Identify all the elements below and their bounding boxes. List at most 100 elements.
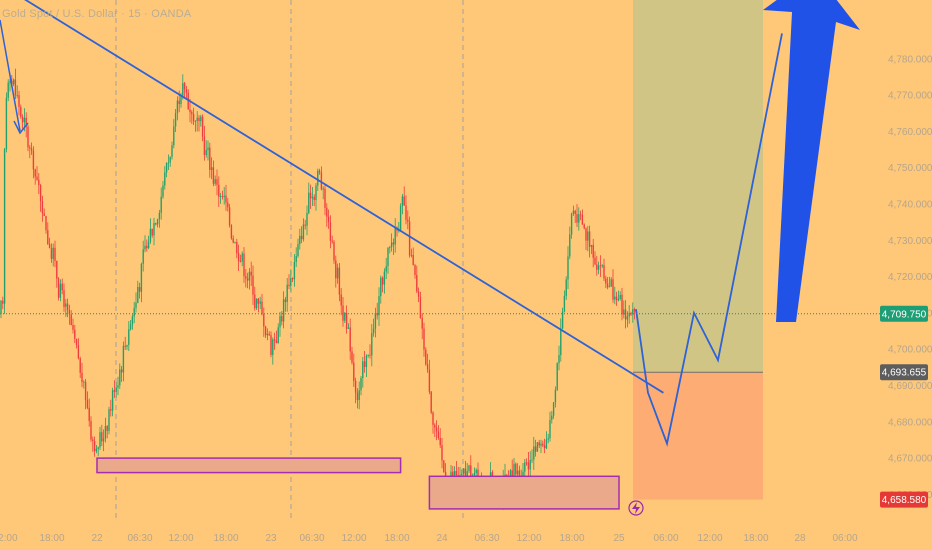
candle bbox=[255, 298, 258, 310]
candle-body bbox=[147, 241, 150, 249]
candle-body bbox=[430, 391, 432, 413]
candle-body bbox=[74, 329, 76, 339]
candle-body bbox=[547, 438, 549, 440]
candle-body bbox=[86, 399, 89, 408]
price-axis[interactable]: 4,660.0004,670.0004,680.0004,690.0004,70… bbox=[888, 54, 932, 501]
candle bbox=[304, 219, 306, 230]
candle-body bbox=[299, 235, 301, 245]
candle-body bbox=[45, 216, 47, 231]
candle-body bbox=[291, 278, 294, 280]
flash-icon[interactable] bbox=[628, 500, 644, 516]
candle-body bbox=[277, 327, 279, 343]
time-tick-label: 18:00 bbox=[384, 533, 409, 544]
candle bbox=[248, 268, 251, 290]
candle-body bbox=[376, 313, 378, 316]
candle-body bbox=[583, 224, 585, 229]
candle-body bbox=[318, 170, 321, 173]
candle bbox=[626, 311, 629, 328]
candle-body bbox=[99, 432, 101, 448]
candle-body bbox=[178, 100, 180, 104]
candle-body bbox=[578, 214, 580, 223]
candle-body bbox=[0, 300, 2, 314]
price-tick-label: 4,780.000 bbox=[888, 54, 932, 65]
candle-body bbox=[254, 294, 256, 309]
candle-body bbox=[207, 147, 209, 150]
candle bbox=[3, 148, 6, 314]
candle-body bbox=[275, 340, 278, 343]
candle bbox=[18, 90, 20, 116]
candle bbox=[558, 345, 560, 371]
candle-body bbox=[286, 284, 288, 303]
candle-body bbox=[273, 339, 276, 341]
bullish-arrow[interactable] bbox=[763, 0, 860, 322]
candle bbox=[344, 311, 346, 323]
candle-body bbox=[101, 432, 103, 442]
candle-body bbox=[452, 471, 454, 479]
candle bbox=[434, 423, 436, 437]
candle bbox=[198, 115, 200, 132]
candle bbox=[142, 240, 144, 272]
candle-body bbox=[322, 188, 324, 190]
candle bbox=[551, 410, 553, 424]
projection-path[interactable] bbox=[635, 33, 783, 447]
candle-body bbox=[518, 470, 521, 477]
candle-body bbox=[218, 184, 220, 197]
candle-body bbox=[214, 179, 216, 184]
candle-body bbox=[84, 381, 87, 400]
candle bbox=[252, 265, 254, 305]
candle bbox=[587, 226, 589, 252]
candle-body bbox=[225, 195, 227, 203]
candle-body bbox=[14, 79, 17, 96]
candle-body bbox=[12, 79, 15, 85]
candle bbox=[585, 227, 587, 251]
candle-body bbox=[549, 419, 551, 439]
candle-body bbox=[30, 148, 33, 151]
candle-body bbox=[380, 277, 382, 297]
candle-body bbox=[282, 299, 285, 322]
candle-body bbox=[462, 468, 465, 474]
candle bbox=[358, 381, 360, 410]
candle bbox=[30, 142, 33, 155]
candle bbox=[52, 243, 54, 267]
candle-body bbox=[324, 188, 326, 208]
candle-body bbox=[18, 95, 20, 107]
position-tool[interactable] bbox=[633, 0, 763, 500]
candle bbox=[9, 79, 11, 92]
candle-body bbox=[223, 195, 225, 197]
candle-body bbox=[56, 260, 58, 279]
candle bbox=[443, 460, 445, 473]
candle-body bbox=[308, 192, 310, 213]
trendline[interactable] bbox=[0, 0, 664, 394]
candle bbox=[542, 440, 544, 447]
candle bbox=[104, 417, 107, 443]
price-tick-label: 4,700.000 bbox=[888, 345, 932, 356]
candle-body bbox=[144, 245, 146, 250]
candle-body bbox=[410, 255, 413, 256]
candle bbox=[128, 321, 130, 351]
candle bbox=[160, 187, 162, 220]
candle-body bbox=[48, 244, 51, 248]
candle bbox=[313, 194, 315, 207]
candle bbox=[603, 258, 605, 281]
candle-body bbox=[617, 299, 620, 301]
time-axis[interactable]: 12:00 18:00 22 06:30 12:00 18:00 23 06:30 12:00 1… bbox=[0, 533, 858, 544]
candle-body bbox=[423, 328, 425, 350]
candle-body bbox=[111, 390, 114, 411]
candle-body bbox=[65, 303, 67, 307]
support-zones[interactable] bbox=[96, 457, 620, 510]
price-tag-bg bbox=[880, 305, 928, 322]
candle-body bbox=[81, 372, 83, 382]
candle-body bbox=[281, 316, 283, 322]
candle bbox=[196, 111, 198, 132]
candle-body bbox=[331, 240, 333, 242]
price-tick-label: 4,770.000 bbox=[888, 91, 932, 102]
candle-body bbox=[608, 286, 611, 288]
candle bbox=[165, 162, 168, 178]
candle-body bbox=[434, 424, 436, 428]
price-tick-label: 4,680.000 bbox=[888, 417, 932, 428]
candle bbox=[149, 218, 152, 244]
candle bbox=[405, 195, 407, 225]
candle-body bbox=[371, 333, 373, 356]
